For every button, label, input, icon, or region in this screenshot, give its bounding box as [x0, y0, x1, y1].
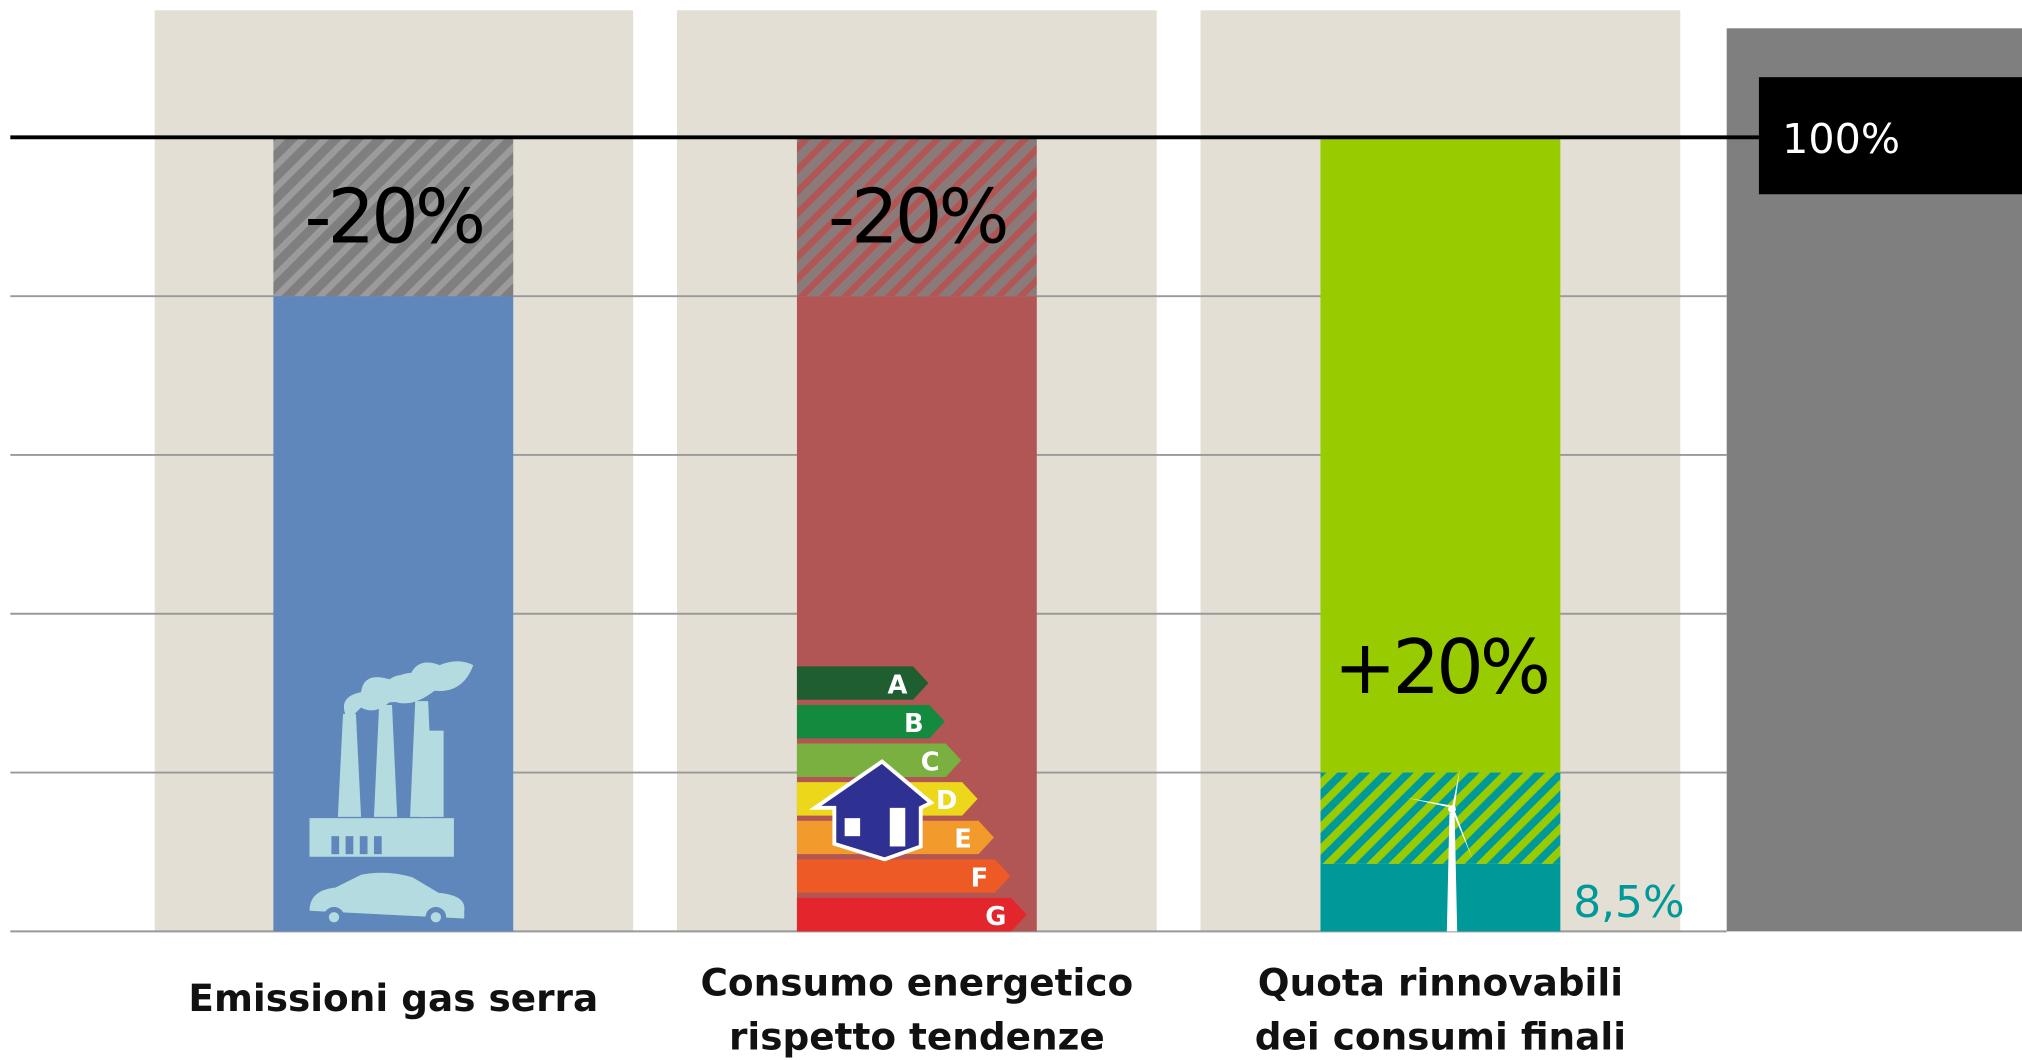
- current-label: 8,5%: [1573, 877, 1684, 928]
- energy-class-letter: C: [921, 748, 940, 778]
- category-label: rispetto tendenze: [729, 1015, 1105, 1059]
- change-label: -20%: [304, 174, 482, 261]
- energy-class-letter: D: [936, 786, 957, 816]
- category-label: Consumo energetico: [700, 961, 1133, 1005]
- energy-class-arrow: [797, 666, 929, 699]
- chart: ABCDEFG -20% Emissioni gas serra -20% Consu…: [0, 0, 2022, 1060]
- change-label: -20%: [828, 174, 1006, 261]
- energy-class-letter: B: [904, 709, 924, 739]
- target-label: +20%: [1334, 624, 1547, 711]
- category-label: dei consumi finali: [1255, 1015, 1626, 1059]
- energy-class-letter: G: [985, 902, 1006, 932]
- reference-label: 100%: [1782, 115, 1900, 163]
- category-label: Emissioni gas serra: [188, 976, 598, 1020]
- page: ABCDEFG -20% Emissioni gas serra -20% Consu…: [0, 0, 2022, 1060]
- bar-current: [1320, 864, 1560, 931]
- energy-class-letter: F: [971, 863, 989, 893]
- energy-class-letter: A: [888, 670, 908, 700]
- category-label: Quota rinnovabili: [1258, 961, 1623, 1005]
- energy-class-letter: E: [954, 825, 972, 855]
- bar-target: [1320, 773, 1560, 864]
